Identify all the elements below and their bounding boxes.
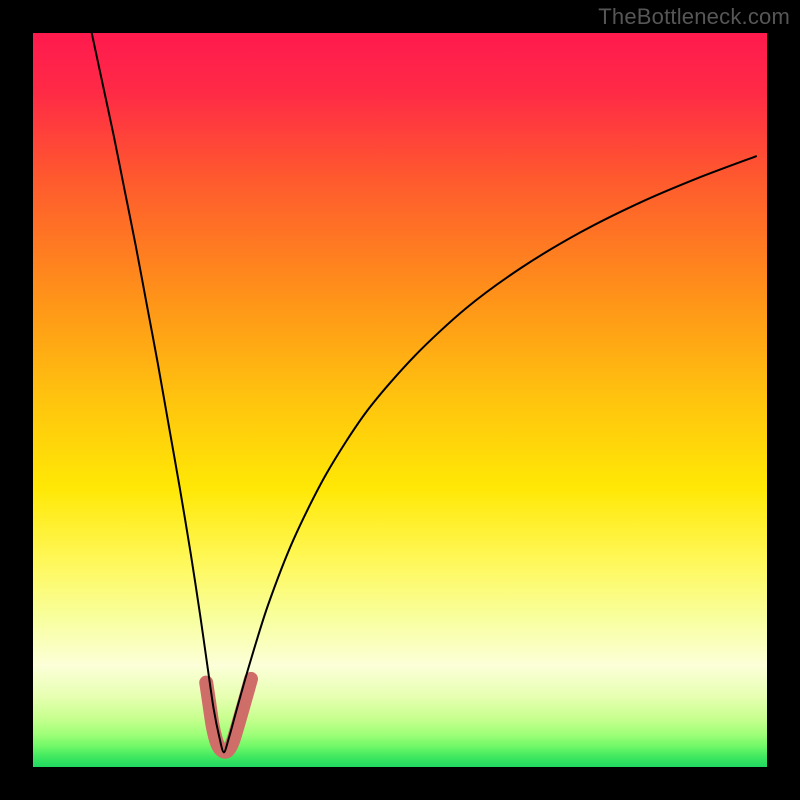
plot-background [33, 33, 767, 767]
bottleneck-chart [0, 0, 800, 800]
chart-canvas: TheBottleneck.com [0, 0, 800, 800]
watermark-text: TheBottleneck.com [598, 4, 790, 30]
